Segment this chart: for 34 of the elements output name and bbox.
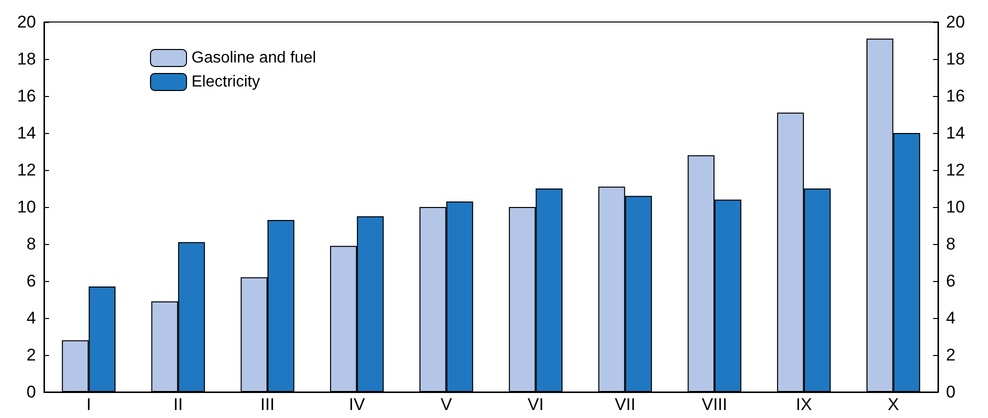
y2-tick-label: 14 <box>946 124 965 142</box>
legend-label: Gasoline and fuel <box>192 50 316 66</box>
y-tick-label: 8 <box>26 234 36 254</box>
y2-tick-label: 10 <box>946 198 965 216</box>
legend-label: Electricity <box>192 74 260 90</box>
y-tick-label: 14 <box>17 124 36 142</box>
x-tick-label: I <box>86 395 92 414</box>
x-tick-label: IX <box>796 395 812 414</box>
y2-tick-label: 12 <box>946 160 965 180</box>
y2-tick-label: 0 <box>946 382 956 402</box>
x-tick-label: VI <box>528 395 544 414</box>
y-tick-label: 18 <box>17 50 36 68</box>
x-tick-label: III <box>260 395 275 414</box>
y2-tick-label: 16 <box>946 86 965 106</box>
y2-tick-label: 18 <box>946 50 965 68</box>
x-tick-label: V <box>440 395 453 414</box>
y-tick-label: 0 <box>26 382 36 402</box>
y-tick-label: 16 <box>17 86 36 106</box>
y2-tick-label: 8 <box>946 234 956 254</box>
y-tick-label: 12 <box>17 160 36 180</box>
y-tick-label: 20 <box>17 12 36 32</box>
x-tick-label: VIII <box>702 395 728 414</box>
y2-tick-label: 4 <box>946 308 956 328</box>
x-tick-label: X <box>888 395 899 414</box>
y2-tick-label: 6 <box>946 272 956 290</box>
x-tick-label: II <box>173 395 183 414</box>
y-tick-label: 2 <box>26 346 36 364</box>
y-tick-label: 10 <box>17 198 36 216</box>
x-tick-label: IV <box>348 395 366 414</box>
y-tick-label: 4 <box>26 308 36 328</box>
y2-tick-label: 20 <box>946 12 965 32</box>
y2-tick-label: 2 <box>946 346 956 364</box>
y-tick-label: 6 <box>26 272 36 290</box>
x-tick-label: VII <box>614 395 636 414</box>
